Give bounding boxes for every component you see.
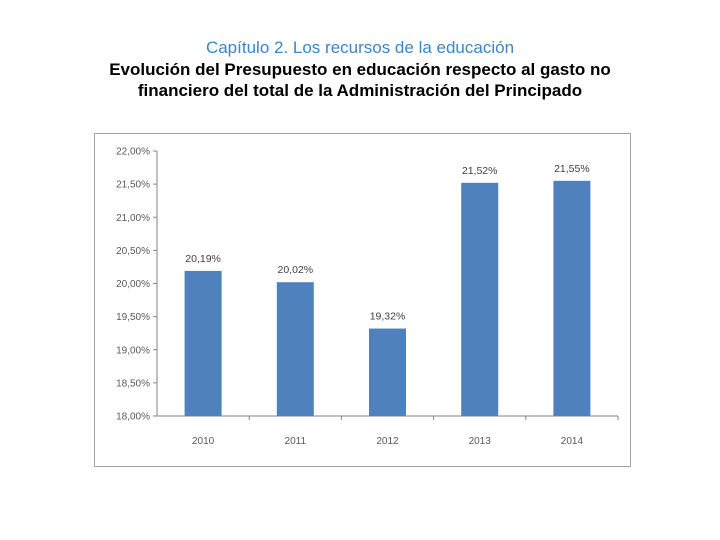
- x-tick-label: 2011: [285, 436, 307, 447]
- data-label-2010: 20,19%: [185, 253, 221, 265]
- y-tick-label: 18,50%: [116, 378, 150, 389]
- data-label-2011: 20,02%: [277, 264, 313, 276]
- data-label-2012: 19,32%: [370, 311, 406, 323]
- bar-2014: [553, 180, 591, 416]
- x-tick-label: 2013: [469, 436, 492, 447]
- bar-2010: [184, 270, 222, 416]
- y-tick-label: 20,00%: [116, 279, 150, 290]
- y-tick-label: 21,00%: [116, 213, 150, 224]
- y-tick-label: 22,00%: [116, 147, 150, 158]
- chapter-title: Capítulo 2. Los recursos de la educación: [205, 38, 515, 57]
- data-label-2013: 21,52%: [462, 165, 498, 177]
- chart-subtitle-line-1: Evolución del Presupuesto en educación r…: [109, 60, 611, 79]
- y-tick-label: 18,00%: [116, 412, 150, 423]
- page-heading: Capítulo 2. Los recursos de la educación…: [0, 37, 720, 101]
- chart-subtitle-line-2: financiero del total de la Administració…: [137, 81, 583, 100]
- y-tick-label: 21,50%: [116, 180, 150, 191]
- bar-2013: [461, 182, 499, 416]
- y-tick-label: 19,50%: [116, 312, 150, 323]
- data-label-2014: 21,55%: [554, 163, 590, 175]
- bar-2011: [276, 282, 314, 416]
- x-tick-label: 2010: [192, 436, 215, 447]
- chart-frame: [94, 133, 631, 467]
- x-tick-label: 2012: [376, 436, 399, 447]
- bar-2012: [369, 328, 406, 416]
- x-tick-label: 2014: [561, 436, 584, 447]
- y-tick-label: 19,00%: [116, 345, 150, 356]
- y-tick-label: 20,50%: [116, 246, 150, 257]
